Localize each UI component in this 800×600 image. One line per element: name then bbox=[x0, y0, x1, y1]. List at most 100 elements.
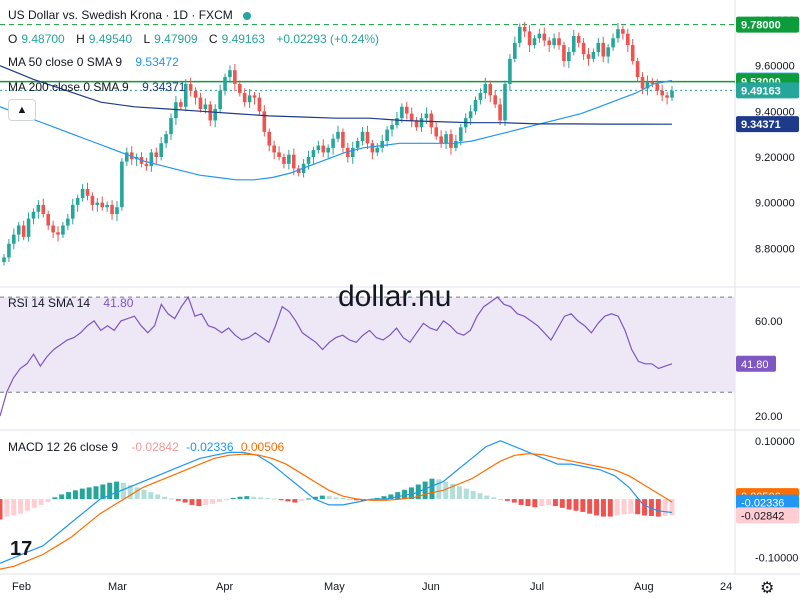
macd-histogram-bar bbox=[120, 482, 126, 500]
candle-body bbox=[149, 152, 154, 167]
candle-body bbox=[169, 118, 173, 135]
candle-body bbox=[625, 33, 630, 46]
macd-histogram-bar bbox=[559, 499, 565, 508]
candle-body bbox=[75, 198, 80, 205]
macd-histogram-bar bbox=[18, 499, 24, 514]
macd-histogram-bar bbox=[155, 494, 161, 500]
candle-body bbox=[95, 202, 100, 205]
candle-body bbox=[296, 168, 301, 173]
macd-histogram-bar bbox=[11, 499, 17, 516]
rsi-label: RSI 14 SMA 14 bbox=[8, 296, 91, 310]
time-axis-label: May bbox=[324, 581, 345, 593]
macd-histogram-bar bbox=[573, 499, 579, 511]
macd-histogram-bar bbox=[292, 499, 298, 503]
macd-legend[interactable]: MACD 12 26 close 9 -0.02842 -0.02336 0.0… bbox=[8, 440, 288, 454]
macd-histogram-bar bbox=[59, 494, 65, 500]
macd-histogram-bar bbox=[237, 496, 243, 500]
candle-body bbox=[90, 195, 95, 205]
rsi-tick-label: 60.00 bbox=[755, 316, 783, 328]
tradingview-logo[interactable]: 17 bbox=[10, 538, 33, 560]
candle-body bbox=[287, 154, 291, 164]
macd-histogram-bar bbox=[546, 499, 552, 505]
rsi-value: 41.80 bbox=[103, 296, 134, 310]
candle-body bbox=[267, 131, 272, 146]
candle-body bbox=[439, 136, 443, 144]
macd-axis-label: -0.02842 bbox=[741, 510, 784, 522]
macd-histogram-bar bbox=[210, 499, 216, 504]
candle-body bbox=[576, 35, 581, 43]
candle-body bbox=[144, 163, 149, 167]
candle-body bbox=[21, 225, 26, 237]
macd-histogram-bar bbox=[614, 499, 620, 516]
candle-body bbox=[404, 106, 409, 114]
candle-body bbox=[571, 35, 576, 52]
candle-body bbox=[336, 131, 340, 139]
macd-histogram-bar bbox=[4, 499, 10, 517]
candle-body bbox=[601, 42, 606, 57]
macd-histogram-bar bbox=[244, 496, 250, 500]
macd-histogram-bar bbox=[52, 497, 58, 500]
candle-body bbox=[203, 104, 208, 110]
macd-histogram-bar bbox=[552, 499, 558, 507]
macd-histogram-bar bbox=[299, 499, 305, 501]
candle-body bbox=[105, 204, 109, 208]
macd-histogram-bar bbox=[456, 486, 462, 500]
market-status-icon bbox=[242, 11, 251, 20]
candle-body bbox=[12, 234, 16, 244]
candle-body bbox=[36, 204, 41, 212]
macd-histogram-bar bbox=[566, 499, 572, 510]
macd-line-value: -0.02336 bbox=[186, 440, 234, 454]
candle-body bbox=[611, 38, 615, 48]
price-tick-label: 9.00000 bbox=[755, 198, 795, 210]
macd-histogram-bar bbox=[621, 499, 627, 515]
macd-histogram-bar bbox=[189, 499, 195, 505]
rsi-legend[interactable]: RSI 14 SMA 14 41.80 bbox=[8, 296, 137, 310]
candle-body bbox=[7, 243, 11, 258]
macd-histogram-bar bbox=[72, 490, 78, 500]
candle-body bbox=[449, 134, 453, 148]
candle-body bbox=[513, 42, 517, 59]
macd-axis-label-bg bbox=[736, 507, 799, 524]
time-axis-label: Jun bbox=[422, 581, 440, 593]
candle-body bbox=[31, 211, 36, 219]
ohlc-change: +0.02293 (+0.24%) bbox=[276, 32, 380, 46]
candle-body bbox=[458, 127, 463, 141]
macd-histogram-bar bbox=[79, 488, 85, 500]
candle-body bbox=[562, 45, 566, 62]
ma50-legend[interactable]: MA 50 close 0 SMA 9 9.53472 bbox=[8, 55, 183, 69]
macd-histogram-bar bbox=[498, 499, 504, 501]
collapse-legend-button[interactable]: ▲ bbox=[8, 99, 36, 121]
time-axis-label: Aug bbox=[634, 581, 654, 593]
macd-histogram-bar bbox=[477, 493, 483, 500]
candle-body bbox=[41, 204, 46, 215]
macd-histogram-bar bbox=[93, 486, 99, 500]
time-axis-label: Mar bbox=[108, 581, 127, 593]
ma200-legend[interactable]: MA 200 close 0 SMA 9 9.34371 bbox=[8, 80, 189, 94]
candle-body bbox=[557, 38, 561, 46]
candle-body bbox=[350, 147, 355, 157]
candle-body bbox=[341, 131, 345, 148]
macd-histogram-bar bbox=[340, 497, 346, 500]
price-axis-label-bg bbox=[736, 116, 799, 133]
ma200-line bbox=[0, 65, 673, 125]
gear-icon[interactable]: ⚙ bbox=[760, 580, 775, 597]
candle-body bbox=[532, 38, 537, 46]
macd-histogram-bar bbox=[463, 488, 469, 500]
candle-body bbox=[70, 204, 75, 219]
candle-body bbox=[517, 26, 522, 43]
macd-histogram-bar bbox=[285, 499, 291, 502]
rsi-tick-label: 20.00 bbox=[755, 411, 783, 423]
candle-body bbox=[596, 42, 601, 52]
candle-body bbox=[650, 81, 655, 84]
macd-histogram-bar bbox=[511, 499, 517, 503]
candle-body bbox=[640, 77, 645, 89]
macd-histogram-bar bbox=[443, 481, 449, 500]
price-axis-label: 9.78000 bbox=[741, 20, 781, 32]
candle-body bbox=[616, 29, 620, 39]
candle-body bbox=[355, 141, 360, 148]
macd-axis-label-bg bbox=[736, 494, 799, 511]
macd-histogram-bar bbox=[648, 499, 654, 516]
macd-tick-label: -0.10000 bbox=[755, 552, 798, 564]
macd-histogram-bar bbox=[114, 481, 120, 500]
